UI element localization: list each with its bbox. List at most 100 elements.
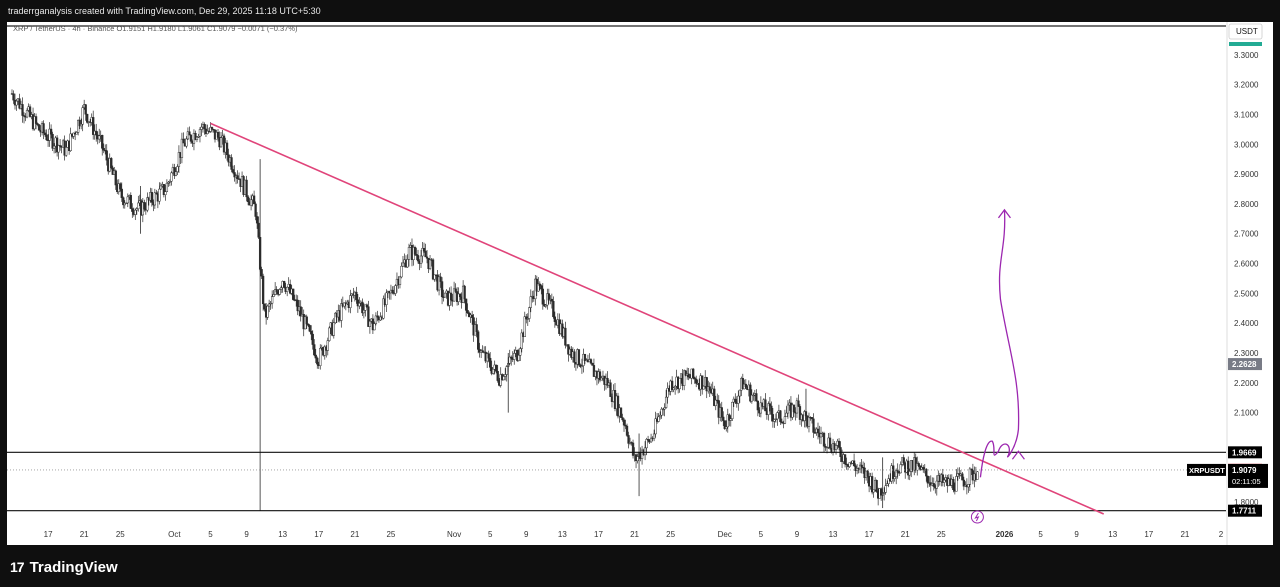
candle-body [464,298,468,311]
candle-body [932,483,935,487]
candle-body [899,464,902,474]
candle-body [649,437,653,443]
candle-body [131,208,134,212]
candle-body [737,395,740,404]
candle-body [834,445,838,450]
candle-body [672,387,675,390]
time-tick-label: 5 [1038,530,1043,539]
candle-body [619,407,623,418]
price-tick-label: 2.7000 [1234,230,1259,239]
candle-body [80,123,83,127]
candle-body [591,362,594,366]
price-tick-label: 3.1000 [1234,110,1259,119]
candle-body [768,403,772,407]
candle-body [316,357,319,365]
candle-body [101,134,104,149]
candle-body [541,288,544,305]
candle-body [57,145,60,153]
candle-body [540,285,543,290]
time-tick-label: 21 [901,530,910,539]
candle-body [286,286,289,292]
candle-body [126,196,129,204]
candle-body [519,348,522,356]
candle-body [523,316,526,337]
candle-body [176,166,179,173]
candle-body [182,138,185,144]
time-tick-label: 17 [865,530,874,539]
candle-body [449,292,453,301]
candle-body [705,377,708,392]
candle-body [797,400,800,407]
candle-body [95,130,98,136]
currency-label: USDT [1236,27,1258,36]
candle-body [55,137,59,153]
price-label-text: 2.2628 [1232,360,1257,369]
time-tick-label: Nov [447,530,461,539]
price-tick-label: 3.3000 [1234,51,1259,60]
candle-body [870,476,874,493]
candle-body [728,414,731,421]
candle-body [231,169,235,173]
candle-body [892,465,895,479]
candle-body [313,344,316,356]
candle-body [361,301,364,314]
candle-body [246,196,250,203]
candle-body [454,288,457,292]
candle-body [252,195,256,205]
candle-body [544,304,547,307]
last-price-text: 1.9079 [1232,466,1257,475]
candle-body [233,172,236,178]
price-label-text: 1.7711 [1232,507,1257,516]
candle-body [373,323,376,331]
candle-body [105,150,108,161]
candle-body [713,388,716,406]
candle-body [440,281,444,298]
candle-body [470,314,474,318]
candle-body [167,181,170,184]
candle-body [580,365,584,367]
candle-body [692,368,695,378]
tradingview-brand[interactable]: 17 TradingView [10,558,118,576]
candle-body [941,474,944,483]
candle-body [158,188,161,202]
candle-body [177,152,181,167]
candle-body [249,199,253,206]
price-change-bar [1229,42,1262,46]
candle-body [283,281,286,288]
candle-body [645,439,648,449]
candle-body [822,432,826,447]
candle-body [657,416,660,422]
candle-body [394,285,397,294]
price-chart[interactable]: 3.3000 3.2000 3.1000 3.0000 2.9000 2.8000 2.70… [0,0,1280,545]
candle-body [308,325,311,332]
candle-body [376,315,379,318]
candle-body [119,183,122,190]
candle-body [398,276,402,286]
candle-body [180,138,184,158]
candle-body [98,135,101,140]
candle-body [194,132,197,140]
candle-body [225,142,229,155]
candle-body [356,299,360,307]
candle-body [627,435,630,444]
candle-body [422,248,426,252]
candle-body [875,479,878,492]
candle-body [773,419,776,422]
candle-body [443,292,447,298]
candle-body [22,115,26,117]
candle-body [72,132,75,137]
candle-body [622,419,626,426]
candle-body [755,393,758,402]
candle-body [278,289,281,295]
candle-body [203,124,206,130]
candle-body [311,333,314,345]
candle-body [64,147,68,156]
projection-arrowhead [997,208,1011,219]
candle-body [15,100,18,106]
candle-body [606,377,609,386]
candle-body [266,305,269,318]
candle-body [164,191,167,195]
candle-body [120,188,123,198]
candle-body [695,378,698,384]
candle-body [810,417,814,420]
